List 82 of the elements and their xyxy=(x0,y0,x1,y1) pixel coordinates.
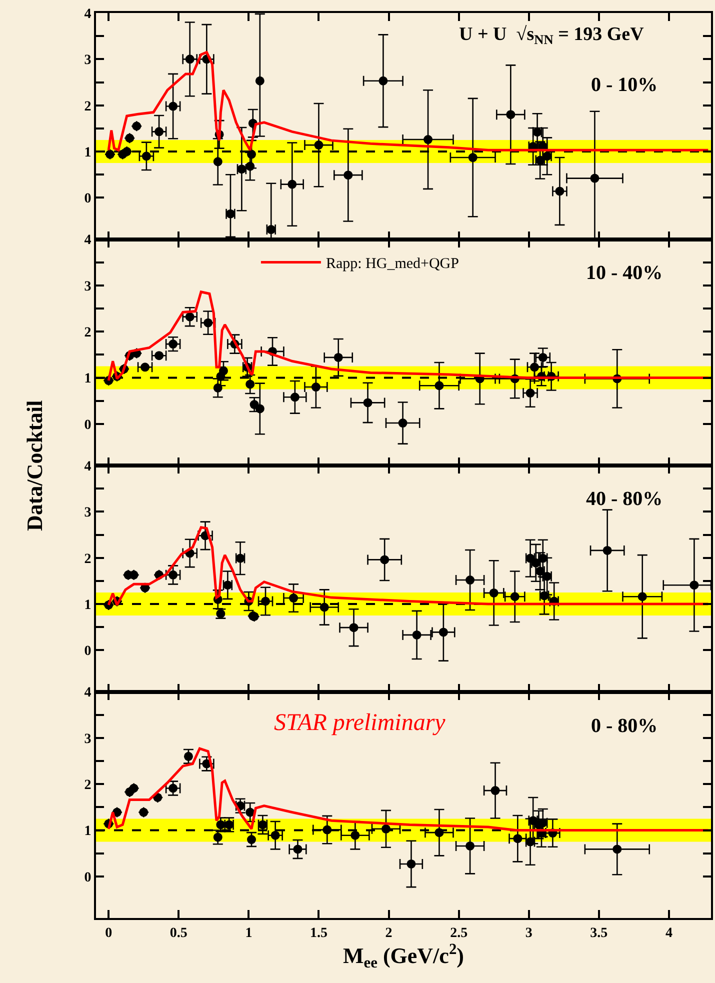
point xyxy=(468,153,478,162)
annotation: U + U √s$_{NN}$ = 193 GeV xyxy=(459,24,644,47)
x-tick-label: 1 xyxy=(245,926,252,941)
x-axis-title: M$_{ee}$ (GeV/c$^{2}$) xyxy=(343,940,464,972)
point xyxy=(490,786,500,796)
point xyxy=(322,825,332,834)
point xyxy=(218,366,228,376)
y-tick-label: 0 xyxy=(84,644,92,660)
point xyxy=(412,630,422,640)
point xyxy=(363,398,372,408)
x-tick-label: 3 xyxy=(525,926,532,941)
point xyxy=(378,76,388,86)
point xyxy=(638,592,647,602)
y-tick-label: 1 xyxy=(84,372,92,387)
legend-label: Rapp: HG_med+QGP xyxy=(326,256,459,272)
point xyxy=(690,580,699,590)
point xyxy=(506,110,516,120)
point xyxy=(293,844,302,854)
point xyxy=(424,135,433,144)
point xyxy=(466,841,475,850)
x-tick-label: 1.5 xyxy=(310,926,328,941)
x-tick-label: 0 xyxy=(105,926,112,941)
y-tick-label: 1 xyxy=(84,145,92,160)
y-tick-label: 3 xyxy=(84,732,92,747)
y-tick-label: 2 xyxy=(84,552,92,567)
x-tick-label: 4 xyxy=(665,926,672,941)
point xyxy=(434,381,444,390)
y-tick-label: 0 xyxy=(84,870,92,886)
annotation: 0 - 10% xyxy=(591,74,658,96)
point xyxy=(125,134,134,143)
y-tick-label: 2 xyxy=(84,326,92,340)
y-tick-label: 0 xyxy=(84,192,92,207)
point xyxy=(290,392,300,402)
y-tick-label: 4 xyxy=(84,686,92,701)
y-tick-label: 3 xyxy=(84,279,92,294)
point xyxy=(349,623,358,632)
x-tick-label: 2 xyxy=(385,926,392,941)
point xyxy=(489,588,498,598)
point xyxy=(311,382,320,392)
point xyxy=(246,380,255,389)
point xyxy=(438,628,448,637)
y-tick-label: 3 xyxy=(84,506,92,521)
point xyxy=(288,180,297,189)
x-tick-label: 2.5 xyxy=(450,926,468,941)
annotation: STAR preliminary xyxy=(274,710,446,736)
point xyxy=(320,602,329,612)
y-tick-label: 4 xyxy=(84,233,92,248)
y-tick-label: 1 xyxy=(84,598,92,613)
annotation: 40 - 80% xyxy=(586,488,663,510)
point xyxy=(434,828,444,838)
point xyxy=(590,174,600,183)
y-tick-label: 0 xyxy=(84,418,92,433)
point xyxy=(612,844,622,854)
y-tick-label: 4 xyxy=(84,6,92,22)
point xyxy=(513,834,522,844)
point xyxy=(213,157,222,166)
point xyxy=(246,808,255,817)
point xyxy=(381,824,390,834)
point xyxy=(132,122,142,131)
y-tick-label: 3 xyxy=(84,53,92,68)
point xyxy=(139,808,148,817)
point xyxy=(406,859,416,868)
point xyxy=(398,418,408,428)
x-tick-label: 3.5 xyxy=(590,926,608,941)
annotation: 0 - 80% xyxy=(591,715,658,737)
point xyxy=(334,352,343,362)
point xyxy=(350,830,360,840)
y-tick-label: 2 xyxy=(84,778,92,793)
point xyxy=(255,76,264,86)
y-axis-title: Data/Cocktail xyxy=(22,400,47,531)
point xyxy=(510,592,520,602)
point xyxy=(466,576,475,585)
point xyxy=(289,594,298,603)
annotation: 10 - 40% xyxy=(586,262,663,284)
y-tick-label: 2 xyxy=(84,99,92,114)
point xyxy=(314,140,324,150)
point xyxy=(602,546,612,555)
x-tick-label: 0.5 xyxy=(170,926,188,941)
y-tick-label: 1 xyxy=(84,824,92,840)
point xyxy=(380,555,390,564)
point xyxy=(344,170,353,180)
y-tick-label: 4 xyxy=(84,459,92,474)
